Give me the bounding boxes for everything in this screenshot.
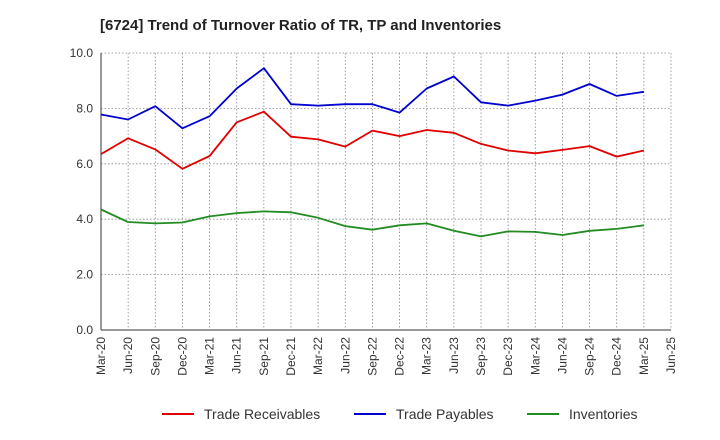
x-tick-label: Dec-22 [393, 337, 407, 376]
legend: Trade Receivables Trade Payables Inventori… [162, 406, 637, 422]
x-tick-label: Jun-24 [555, 337, 569, 374]
series-line-trade-receivables [100, 110, 645, 170]
plot-area [101, 53, 671, 330]
x-tick-label: Sep-20 [148, 337, 162, 376]
y-tick-label: 6.0 [76, 157, 93, 171]
x-tick-label: Mar-23 [420, 337, 434, 375]
y-tick-label: 8.0 [76, 101, 93, 115]
x-tick-label: Jun-22 [338, 337, 352, 374]
x-tick-label: Mar-20 [94, 337, 108, 375]
x-tick-label: Dec-24 [610, 337, 624, 376]
x-tick-label: Jun-25 [664, 337, 678, 374]
series-line-inventories [100, 208, 645, 238]
x-tick-label: Mar-22 [311, 337, 325, 375]
x-tick-label: Dec-21 [284, 337, 298, 376]
y-tick-label: 10.0 [70, 46, 94, 60]
x-tick-label: Mar-24 [528, 337, 542, 375]
legend-label-inventories: Inventories [569, 406, 637, 422]
x-tick-label: Mar-25 [637, 337, 651, 375]
x-tick-label: Dec-20 [175, 337, 189, 376]
legend-label-trade-receivables: Trade Receivables [204, 406, 320, 422]
y-tick-label: 2.0 [76, 268, 93, 282]
x-tick-label: Sep-24 [583, 337, 597, 376]
x-tick-label: Jun-20 [121, 337, 135, 374]
grid-lines [100, 52, 672, 331]
x-tick-label: Dec-23 [501, 337, 515, 376]
x-tick-label: Sep-21 [257, 337, 271, 376]
y-tick-label: 4.0 [76, 212, 93, 226]
y-tick-label: 0.0 [76, 323, 93, 337]
x-tick-label: Mar-21 [203, 337, 217, 375]
legend-label-trade-payables: Trade Payables [396, 406, 494, 422]
x-tick-label: Jun-23 [447, 337, 461, 374]
x-tick-label: Sep-22 [365, 337, 379, 376]
axes: 0.0 2.0 4.0 6.0 8.0 10.0 Mar-20 Jun-20 Sep-20 Dec… [70, 46, 678, 376]
x-tick-label: Jun-21 [230, 337, 244, 374]
series-line-trade-payables [100, 67, 645, 130]
chart-title: [6724] Trend of Turnover Ratio of TR, TP… [100, 17, 501, 34]
x-tick-label: Sep-23 [474, 337, 488, 376]
series-lines [100, 67, 645, 238]
